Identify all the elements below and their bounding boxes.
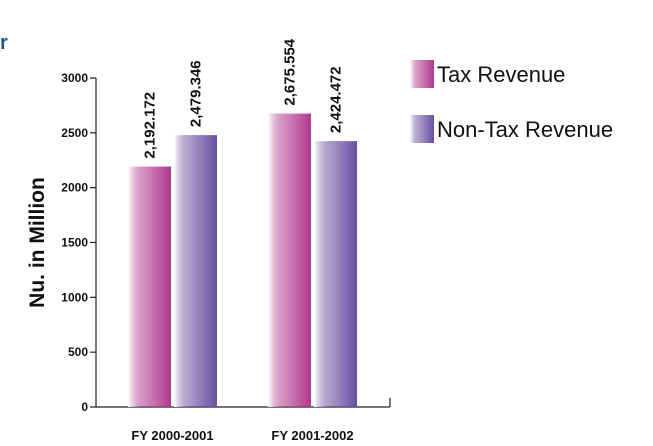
legend-swatch [410, 115, 434, 143]
y-tick-label: 3000 [61, 71, 88, 85]
y-tick-label: 0 [81, 400, 88, 414]
bar-non-tax-2 [314, 141, 357, 407]
bar-tax-1 [128, 166, 171, 407]
y-tick-label: 1500 [61, 236, 88, 250]
x-tick-label: FY 2001-2002 [271, 428, 353, 443]
x-tick-label: FY 2000-2001 [131, 428, 213, 443]
bar-non-tax-1 [174, 135, 217, 407]
y-tick-label: 2000 [61, 181, 88, 195]
data-label: 2,479.346 [188, 60, 205, 127]
y-tick-label: 2500 [61, 126, 88, 140]
y-axis-label: Nu. in Million [26, 177, 49, 308]
y-tick-label: 1000 [61, 290, 88, 304]
y-tick-label: 500 [68, 345, 88, 359]
legend-swatch [410, 60, 434, 88]
data-label: 2,424.472 [328, 66, 345, 133]
legend-label: Non-Tax Revenue [437, 117, 613, 142]
legend-label: Tax Revenue [437, 62, 565, 87]
bar-tax-2 [268, 113, 311, 408]
data-label: 2,192.172 [142, 92, 159, 159]
corner-title-fragment: r [0, 32, 8, 54]
data-label: 2,675.554 [282, 38, 299, 105]
